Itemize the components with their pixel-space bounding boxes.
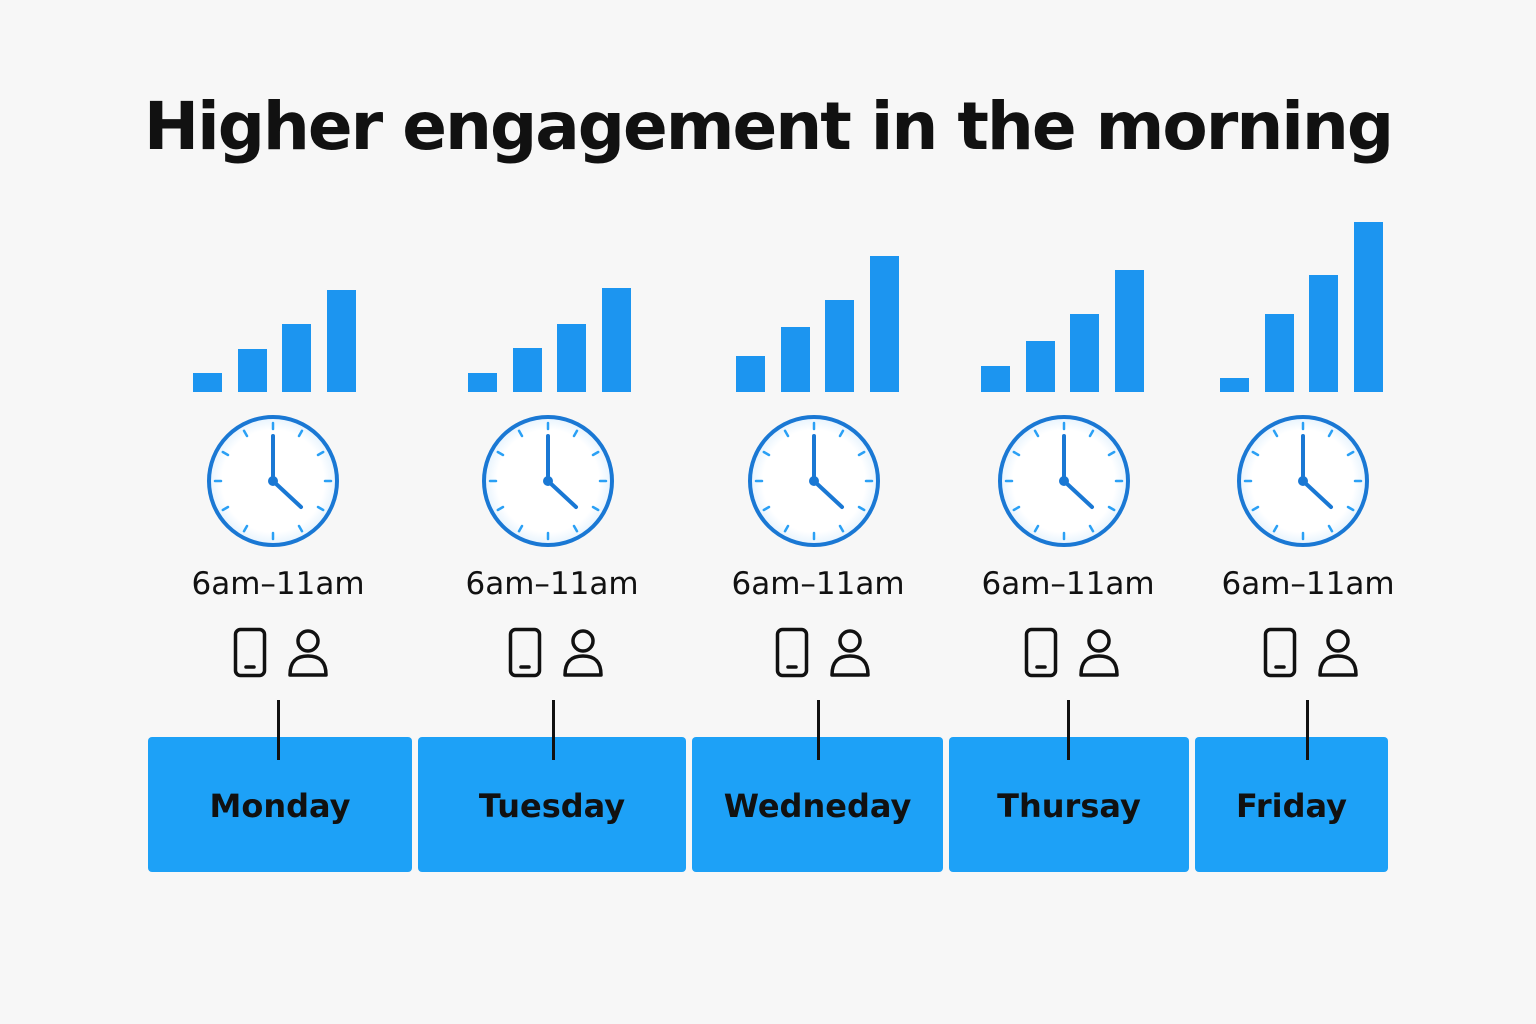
phone-icon	[1263, 627, 1297, 683]
engagement-bar	[282, 324, 311, 392]
day-box: Friday	[1195, 737, 1388, 872]
engagement-bar	[1353, 222, 1383, 392]
clock-icon	[206, 414, 340, 552]
phone-icon	[1024, 627, 1058, 683]
user-icon	[829, 628, 871, 682]
connector-line	[277, 700, 280, 760]
day-label: Thursay	[997, 786, 1141, 825]
engagement-bar	[326, 290, 356, 392]
engagement-bar	[601, 288, 631, 392]
clock-icon	[481, 414, 615, 552]
day-box: Monday	[148, 737, 412, 872]
engagement-bar	[468, 373, 497, 392]
connector-line	[1306, 700, 1309, 760]
engagement-bar	[237, 349, 267, 392]
user-icon	[1078, 628, 1120, 682]
clock-icon	[747, 414, 881, 552]
time-range-label: 6am–11am	[1221, 566, 1395, 602]
engagement-bar	[1309, 275, 1338, 392]
engagement-bar	[869, 256, 899, 392]
day-label: Tuesday	[478, 786, 626, 825]
user-icon	[1317, 628, 1359, 682]
engagement-bar	[1070, 314, 1099, 392]
connector-line	[817, 700, 820, 760]
engagement-bar	[1114, 270, 1144, 392]
engagement-bar	[981, 366, 1010, 392]
engagement-bar	[193, 373, 222, 392]
engagement-bar	[512, 348, 542, 392]
day-box: Tuesday	[418, 737, 686, 872]
engagement-bar	[1025, 341, 1055, 392]
day-label: Friday	[1236, 786, 1347, 825]
connector-line	[1067, 700, 1070, 760]
day-label: Monday	[209, 786, 351, 825]
phone-icon	[233, 627, 267, 683]
phone-icon	[775, 627, 809, 683]
user-icon	[287, 628, 329, 682]
time-range-label: 6am–11am	[731, 566, 905, 602]
time-range-label: 6am–11am	[191, 566, 365, 602]
engagement-bar	[557, 324, 586, 392]
clock-icon	[1236, 414, 1370, 552]
time-range-label: 6am–11am	[981, 566, 1155, 602]
page-title: Higher engagement in the morning	[143, 88, 1394, 165]
clock-icon	[997, 414, 1131, 552]
engagement-bar	[825, 300, 854, 392]
connector-line	[552, 700, 555, 760]
day-box: Wedneday	[692, 737, 943, 872]
phone-icon	[508, 627, 542, 683]
time-range-label: 6am–11am	[465, 566, 639, 602]
engagement-bar	[736, 356, 765, 392]
engagement-bar	[780, 327, 810, 392]
engagement-bar	[1264, 314, 1294, 392]
user-icon	[562, 628, 604, 682]
engagement-bar	[1220, 378, 1249, 392]
day-label: Wedneday	[723, 786, 912, 825]
